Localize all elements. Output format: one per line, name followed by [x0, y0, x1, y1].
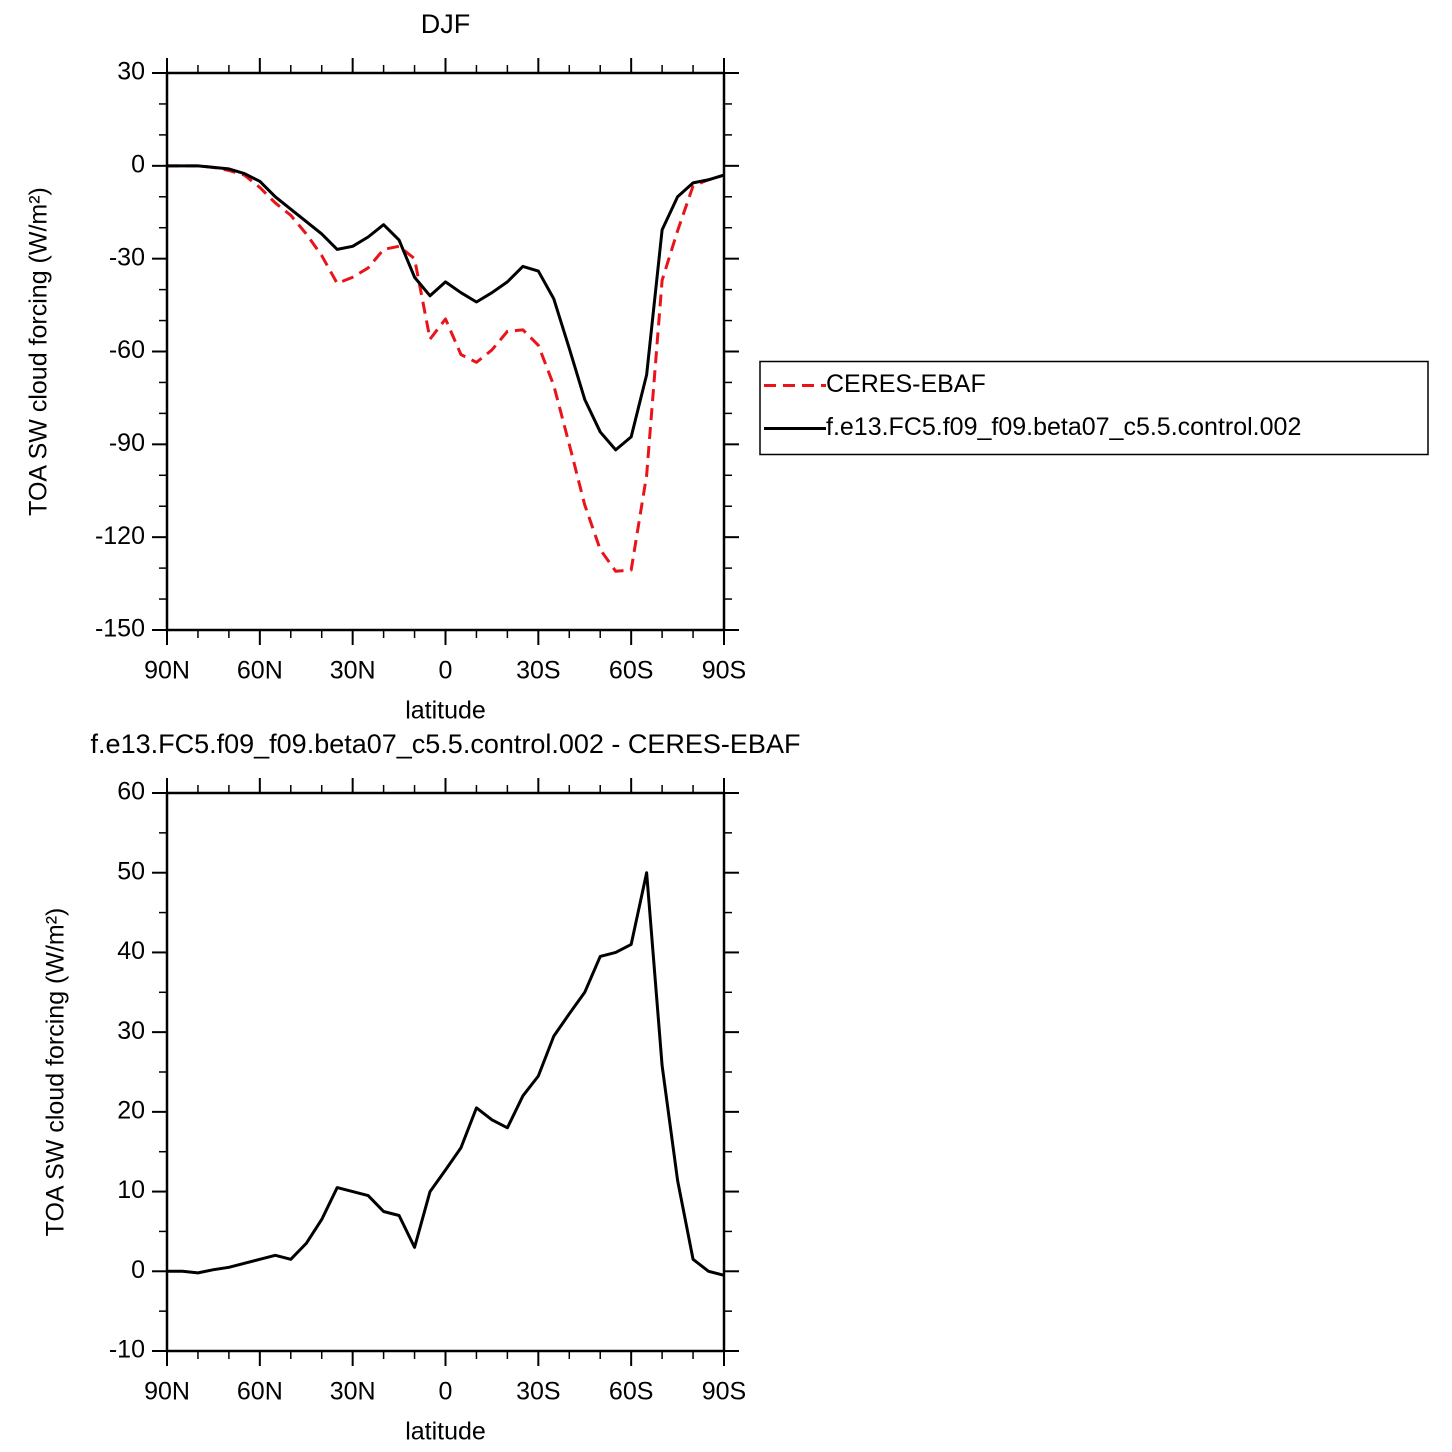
x-tick-label: 0 [439, 1378, 453, 1406]
y-tick-label: 20 [117, 1096, 145, 1124]
x-tick-label: 60N [237, 1378, 283, 1406]
x-tick-label: 60S [609, 1378, 653, 1406]
x-tick-label: 30N [330, 1378, 376, 1406]
y-tick-label: -90 [109, 429, 145, 457]
legend-label: CERES-EBAF [826, 370, 986, 398]
y-tick-label: 50 [117, 857, 145, 885]
x-tick-label: 90S [702, 657, 746, 685]
y-tick-label: -10 [109, 1336, 145, 1364]
y-tick-label: 0 [131, 150, 145, 178]
y-tick-label: 10 [117, 1176, 145, 1204]
chart-title: DJF [421, 9, 471, 39]
x-tick-label: 90S [702, 1378, 746, 1406]
plot-frame [165, 791, 726, 1353]
y-tick-label: -120 [95, 522, 145, 550]
x-tick-label: 30N [330, 657, 376, 685]
x-tick-label: 60S [609, 657, 653, 685]
legend-box [759, 360, 1429, 456]
x-axis-label: latitude [405, 697, 486, 725]
x-tick-label: 30S [516, 657, 560, 685]
plot-frame [165, 71, 726, 632]
y-axis-label: TOA SW cloud forcing (W/m²) [25, 187, 53, 516]
y-tick-label: 40 [117, 937, 145, 965]
y-tick-label: 0 [131, 1256, 145, 1284]
y-tick-label: 30 [117, 1017, 145, 1045]
x-tick-label: 60N [237, 657, 283, 685]
x-tick-label: 0 [439, 657, 453, 685]
series-line [167, 871, 725, 1277]
x-tick-label: 90N [144, 657, 190, 685]
y-tick-label: 60 [117, 778, 145, 806]
y-tick-label: -60 [109, 336, 145, 364]
y-tick-label: -30 [109, 243, 145, 271]
series-line [167, 164, 725, 573]
y-axis-label: TOA SW cloud forcing (W/m²) [42, 908, 70, 1237]
x-tick-label: 30S [516, 1378, 560, 1406]
chart-title: f.e13.FC5.f09_f09.beta07_c5.5.control.00… [91, 729, 801, 759]
x-tick-label: 90N [144, 1378, 190, 1406]
y-tick-label: -150 [95, 615, 145, 643]
y-tick-label: 30 [117, 58, 145, 86]
series-line [167, 164, 725, 452]
legend-label: f.e13.FC5.f09_f09.beta07_c5.5.control.00… [826, 413, 1301, 441]
x-axis-label: latitude [405, 1418, 486, 1446]
